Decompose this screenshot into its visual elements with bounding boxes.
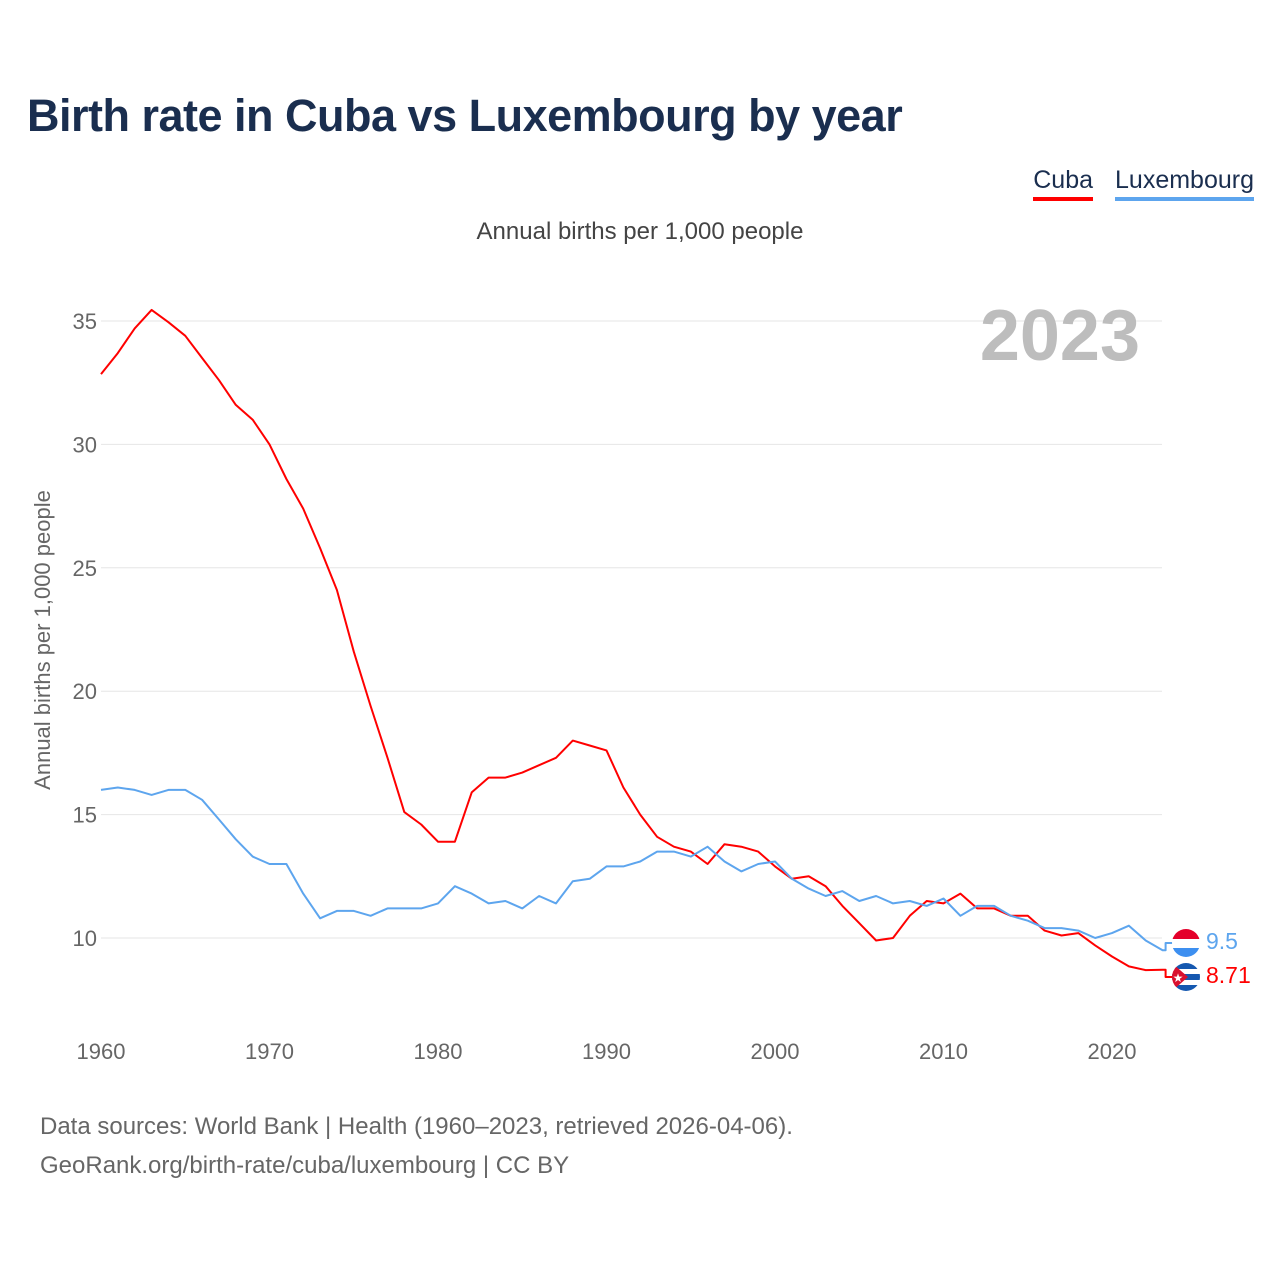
source-line-2[interactable]: GeoRank.org/birth-rate/cuba/luxembourg |…: [40, 1152, 570, 1179]
series-line-luxembourg[interactable]: [100, 786, 1173, 952]
x-tick-label: 1960: [77, 1039, 126, 1064]
chart-title: Birth rate in Cuba vs Luxembourg by year: [27, 90, 903, 141]
y-tick-label: 35: [73, 309, 97, 334]
svg-text:★: ★: [1173, 971, 1184, 985]
source-note: Data sources: World Bank | Health (1960–…: [40, 1107, 793, 1185]
x-tick-label: 1970: [245, 1039, 294, 1064]
x-tick-label: 1980: [414, 1039, 463, 1064]
y-tick-label: 20: [73, 679, 97, 704]
y-tick-label: 30: [73, 432, 97, 457]
x-tick-label: 2020: [1088, 1039, 1137, 1064]
y-tick-label: 25: [73, 556, 97, 581]
year-watermark: 2023: [980, 296, 1140, 376]
x-tick-label: 2010: [919, 1039, 968, 1064]
x-tick-label: 2000: [751, 1039, 800, 1064]
cuba-end-label: 8.71: [1206, 962, 1251, 988]
y-axis-label: Annual births per 1,000 people: [30, 490, 55, 790]
legend-cuba[interactable]: Cuba: [1033, 166, 1094, 201]
source-line-1: Data sources: World Bank | Health (1960–…: [40, 1113, 793, 1140]
luxembourg-end-label: 9.5: [1206, 928, 1238, 954]
y-tick-label: 10: [73, 926, 97, 951]
legend-luxembourg[interactable]: Luxembourg: [1115, 166, 1254, 201]
chart-subtitle: Annual births per 1,000 people: [476, 218, 804, 245]
x-tick-label: 1990: [582, 1039, 631, 1064]
legend: Cuba Luxembourg: [1033, 166, 1254, 201]
luxembourg-flag-icon: [1172, 929, 1200, 957]
series-line-cuba[interactable]: [100, 308, 1173, 978]
y-tick-label: 15: [73, 803, 97, 828]
cuba-flag-icon: ★: [1172, 963, 1200, 991]
